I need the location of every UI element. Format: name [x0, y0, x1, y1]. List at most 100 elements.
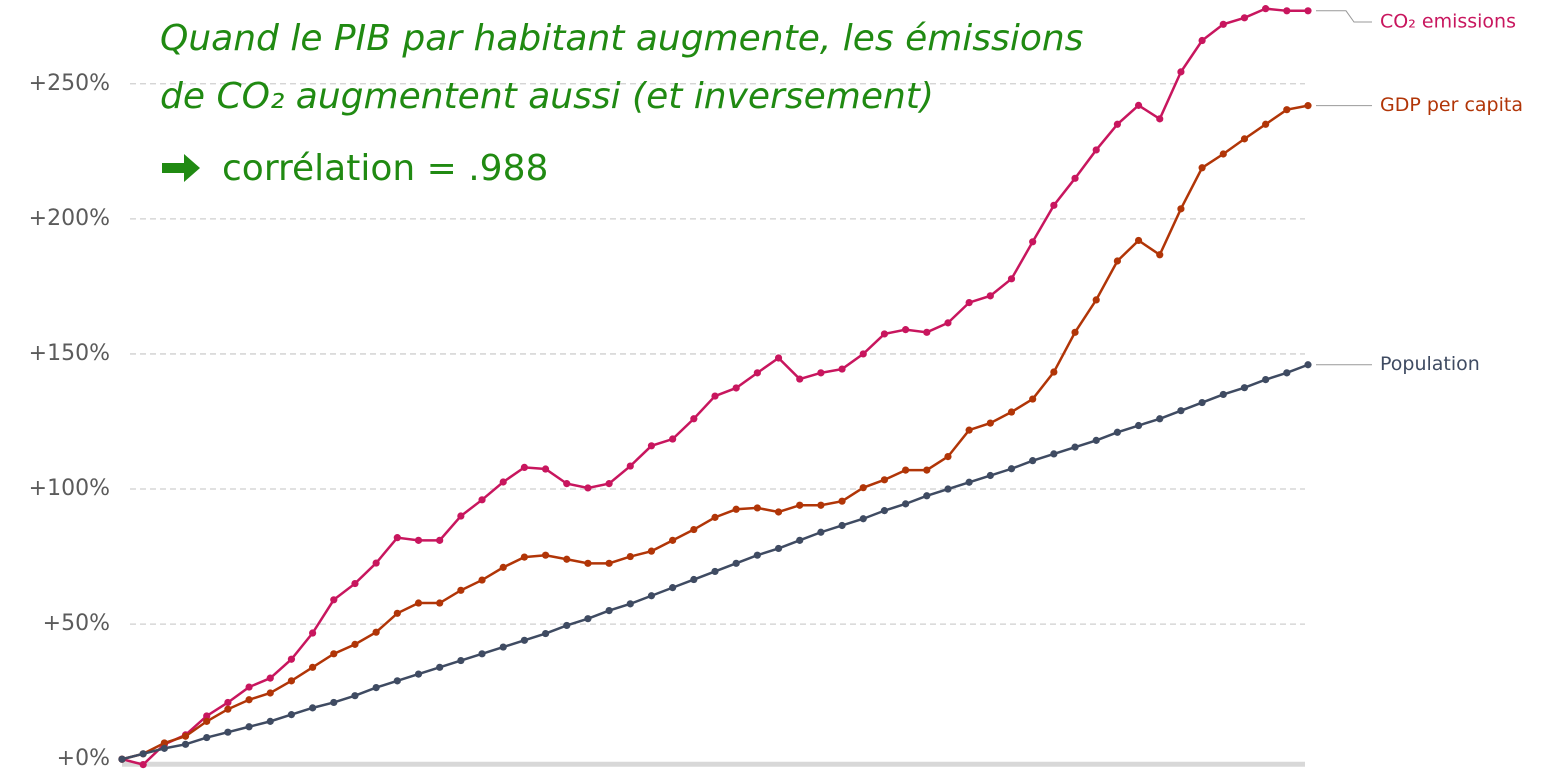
- point: [669, 435, 677, 443]
- y-tick-label: +150%: [29, 341, 110, 366]
- point: [478, 650, 486, 658]
- legend-label: CO₂ emissions: [1380, 11, 1516, 33]
- point: [499, 478, 507, 486]
- point: [1134, 101, 1143, 109]
- point: [986, 292, 994, 300]
- annotation-line: Quand le PIB par habitant augmente, les …: [160, 18, 1083, 59]
- point: [1134, 236, 1143, 245]
- point: [626, 552, 634, 561]
- series-line: [121, 104, 1309, 761]
- point: [520, 553, 528, 561]
- point: [1092, 436, 1100, 444]
- point: [160, 744, 168, 752]
- point: [859, 484, 867, 492]
- point: [287, 677, 296, 685]
- point: [584, 484, 592, 492]
- point: [224, 705, 232, 713]
- point: [563, 621, 571, 630]
- point: [181, 740, 190, 748]
- point: [499, 563, 507, 571]
- point: [1240, 135, 1249, 143]
- point: [584, 559, 592, 567]
- point: [944, 319, 952, 327]
- point: [986, 419, 994, 427]
- point: [1304, 102, 1312, 110]
- point: [1092, 146, 1100, 154]
- arrow-icon: [162, 154, 200, 182]
- point: [690, 525, 698, 534]
- point: [1113, 428, 1121, 436]
- point: [1113, 120, 1121, 128]
- point: [541, 551, 550, 559]
- point: [372, 559, 380, 567]
- point: [711, 392, 719, 400]
- point: [1113, 257, 1121, 265]
- point: [118, 755, 126, 763]
- point: [181, 732, 190, 740]
- point: [139, 760, 147, 769]
- point: [1262, 120, 1270, 128]
- point: [1050, 201, 1058, 209]
- point: [817, 528, 825, 536]
- point: [1283, 106, 1291, 114]
- point: [266, 674, 274, 682]
- point: [923, 492, 931, 500]
- point: [139, 750, 147, 758]
- point: [372, 683, 380, 692]
- point: [414, 670, 423, 678]
- point: [1050, 368, 1058, 376]
- point: [944, 485, 952, 493]
- point: [880, 507, 889, 515]
- point: [1198, 36, 1206, 45]
- point: [1304, 361, 1312, 369]
- point: [1262, 5, 1270, 13]
- point: [245, 723, 253, 731]
- point: [414, 599, 423, 607]
- point: [309, 704, 317, 712]
- point: [1156, 251, 1164, 259]
- point: [669, 584, 677, 592]
- point: [1283, 369, 1291, 377]
- point: [436, 599, 444, 607]
- point: [753, 551, 761, 559]
- point: [330, 596, 338, 604]
- point: [647, 592, 656, 600]
- point: [965, 478, 973, 486]
- point: [478, 576, 486, 584]
- point: [457, 586, 465, 594]
- point: [1029, 457, 1037, 465]
- point: [859, 350, 867, 358]
- point: [372, 628, 380, 636]
- point: [1071, 174, 1079, 182]
- point: [838, 497, 846, 505]
- point: [330, 698, 338, 707]
- point: [351, 640, 359, 648]
- point: [1134, 421, 1143, 430]
- point: [796, 501, 804, 509]
- point: [266, 689, 274, 697]
- point: [245, 696, 253, 704]
- y-tick-label: +200%: [29, 206, 110, 231]
- point: [753, 504, 761, 512]
- point: [160, 739, 168, 747]
- point: [669, 536, 677, 544]
- point: [647, 442, 656, 450]
- point: [1071, 443, 1079, 451]
- point: [965, 298, 973, 307]
- point: [711, 513, 719, 521]
- point: [224, 698, 232, 707]
- point: [753, 369, 761, 377]
- point: [965, 426, 973, 434]
- point: [436, 536, 444, 544]
- point: [436, 663, 444, 671]
- point: [393, 534, 401, 542]
- point: [1007, 408, 1016, 416]
- point: [499, 643, 507, 651]
- point: [626, 600, 634, 608]
- point: [1050, 450, 1058, 458]
- point: [690, 415, 698, 423]
- point: [1177, 407, 1185, 415]
- point: [1007, 465, 1016, 473]
- point: [796, 536, 804, 544]
- point: [478, 496, 486, 504]
